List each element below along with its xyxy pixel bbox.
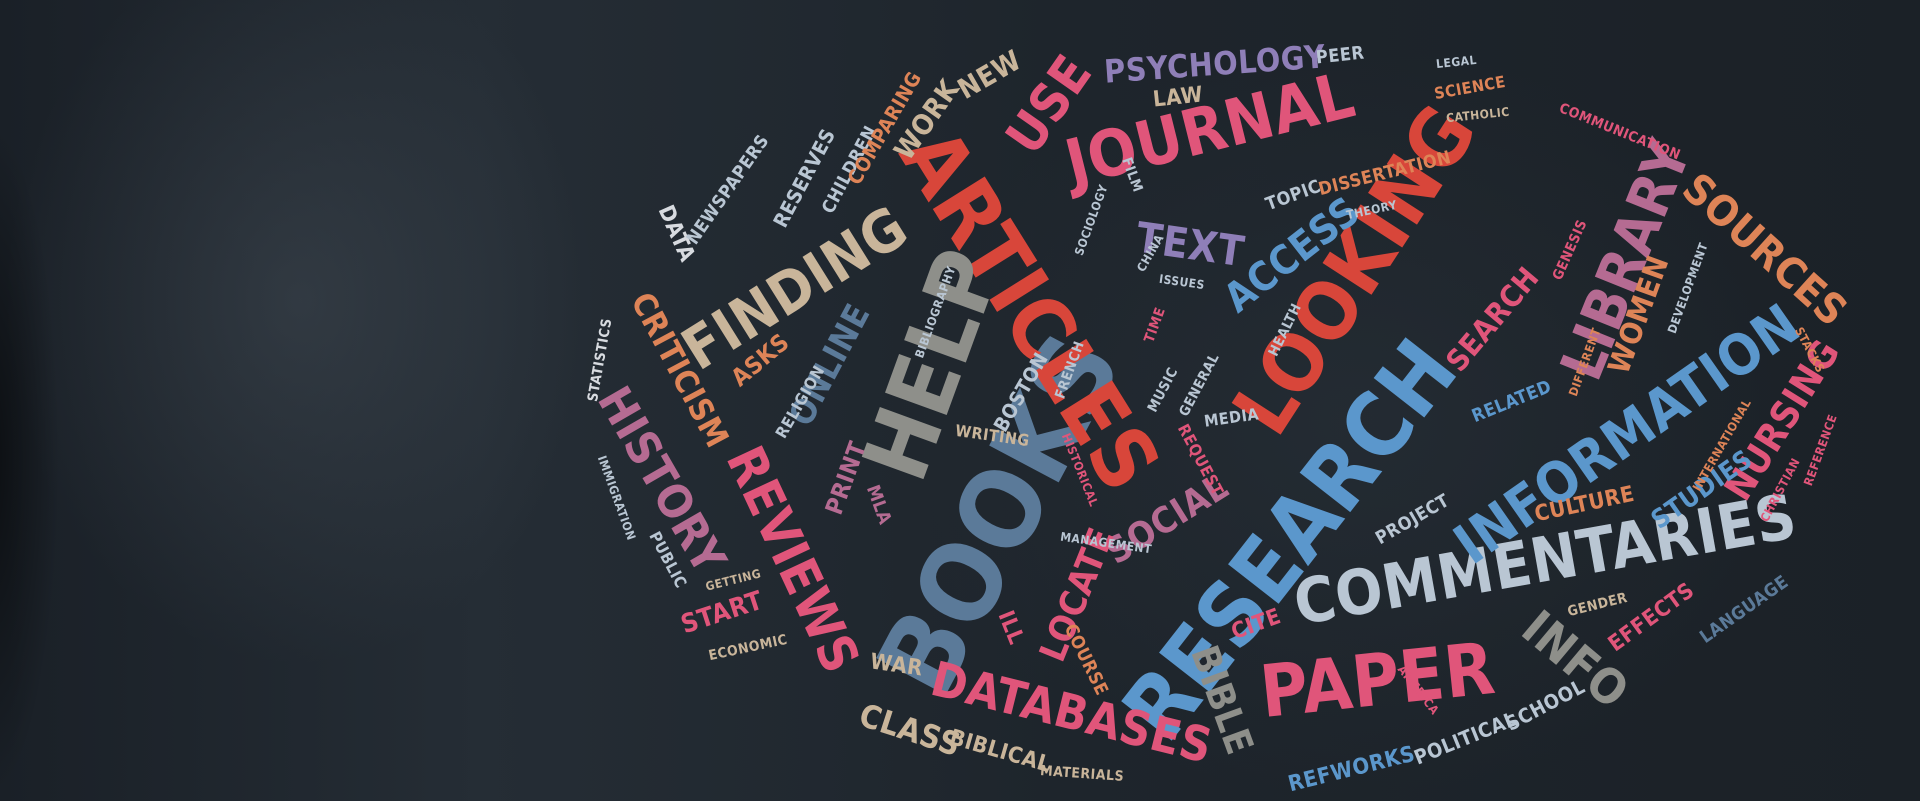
word-cloud-word: CATHOLIC bbox=[1445, 104, 1511, 126]
word-cloud-word: REFERENCE bbox=[1800, 412, 1840, 488]
word-cloud-word: ECONOMIC bbox=[707, 631, 789, 665]
word-cloud-word: LEGAL bbox=[1434, 52, 1478, 72]
word-cloud-word: DEVELOPMENT bbox=[1665, 240, 1711, 336]
word-cloud-word: GENDER bbox=[1566, 589, 1630, 621]
word-cloud-word: SCIENCE bbox=[1432, 71, 1508, 104]
word-cloud-word: ISSUES bbox=[1158, 271, 1206, 293]
word-cloud-word: BIBLICAL bbox=[946, 725, 1054, 778]
word-cloud-word: WAR bbox=[868, 649, 925, 682]
word-cloud-word: RESERVES bbox=[767, 124, 841, 232]
word-cloud-word: MATERIALS bbox=[1039, 763, 1125, 785]
word-cloud-word: MEDIA bbox=[1203, 404, 1261, 431]
word-cloud-word: MUSIC bbox=[1144, 364, 1182, 416]
word-cloud-word: PAPER bbox=[1256, 625, 1500, 735]
word-cloud-word: LANGUAGE bbox=[1696, 571, 1793, 648]
word-cloud-word: SEARCH bbox=[1439, 260, 1547, 379]
word-cloud-word: PRINT bbox=[819, 437, 873, 519]
word-cloud-word: COMMUNICATION bbox=[1557, 100, 1683, 164]
word-cloud-word: MLA bbox=[861, 482, 896, 528]
word-cloud-word: PEER bbox=[1314, 42, 1366, 69]
word-cloud-word: SCHOOL bbox=[1501, 674, 1589, 736]
word-cloud-word: START bbox=[677, 585, 767, 641]
word-cloud-word: GENERAL bbox=[1176, 350, 1224, 420]
word-cloud-word: TIME bbox=[1141, 305, 1169, 345]
word-cloud-word: LAW bbox=[1151, 82, 1205, 113]
word-cloud-word: NEW bbox=[952, 43, 1028, 106]
word-cloud-word: REFWORKS bbox=[1285, 741, 1418, 798]
word-cloud-word: RELATED bbox=[1468, 376, 1555, 428]
word-cloud-word: NEWSPAPERS bbox=[682, 130, 774, 249]
